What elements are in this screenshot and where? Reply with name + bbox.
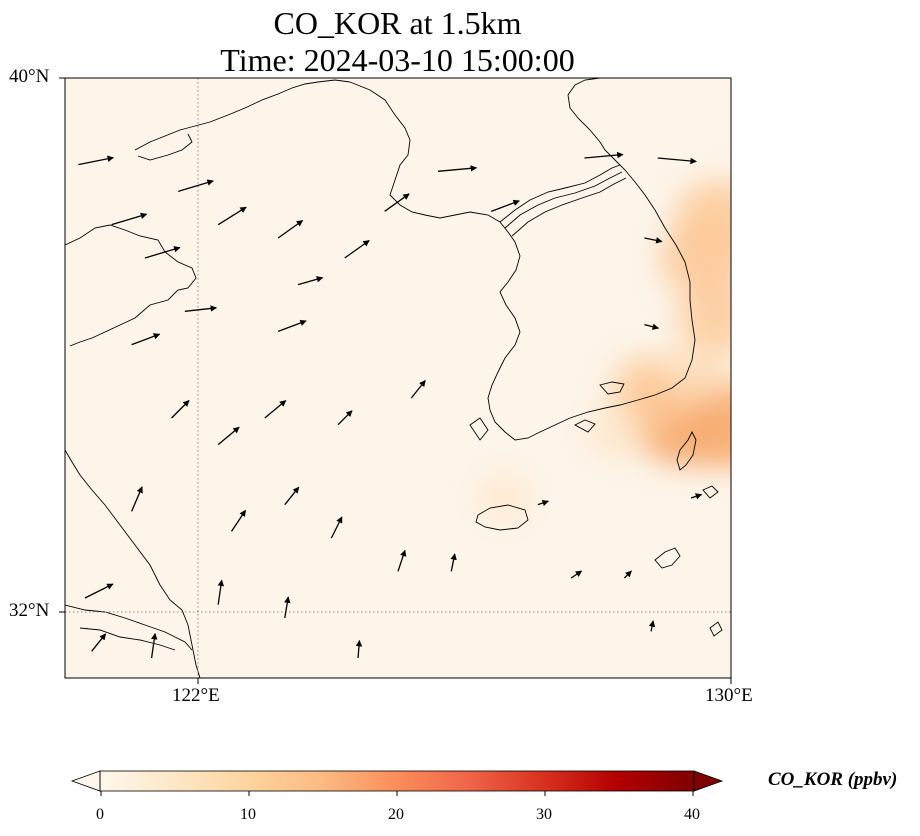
wind-arrow-38	[91, 633, 107, 652]
wind-arrow-19	[217, 426, 240, 446]
wind-arrow-23	[131, 486, 143, 512]
colorbar-tick-10: 10	[240, 806, 256, 823]
wind-arrow-9	[344, 239, 370, 259]
wind-arrow-12	[437, 165, 478, 172]
wind-arrow-26	[330, 516, 343, 539]
plume-cell-3	[662, 339, 731, 404]
wind-arrow-35	[623, 570, 632, 579]
wind-arrow-25	[284, 486, 300, 506]
wind-arrow-6	[131, 333, 161, 346]
map-title: CO_KOR at 1.5km	[273, 5, 522, 41]
colorbar-extend-min	[70, 770, 101, 792]
plume-cell-6	[675, 180, 731, 256]
colorbar-tick-20: 20	[388, 806, 404, 823]
lon-label-130e: 130°E	[705, 685, 753, 706]
wind-arrow-10	[277, 319, 307, 332]
wind-arrow-36	[648, 620, 656, 632]
wind-arrow-22	[410, 379, 426, 399]
wind-arrow-24	[230, 509, 247, 532]
wind-arrow-33	[537, 499, 549, 507]
wind-arrow-27	[397, 549, 407, 572]
lon-label-122e: 122°E	[172, 685, 220, 706]
plume-cell-7	[586, 403, 649, 460]
lat-label-32n: 32°N	[9, 600, 50, 621]
wind-arrow-2	[178, 179, 214, 192]
colorbar-gradient	[100, 771, 694, 791]
colorbar-extend-max	[693, 770, 724, 792]
map-frame	[64, 77, 732, 679]
wind-arrow-3	[217, 206, 247, 226]
colorbar-tick-30: 30	[536, 806, 552, 823]
wind-arrow-34	[570, 570, 583, 579]
wind-arrow-28	[150, 632, 158, 659]
wind-arrow-39	[690, 493, 703, 500]
wind-arrow-11	[384, 193, 410, 212]
axis-ticks	[59, 77, 732, 684]
wind-arrow-30	[284, 596, 291, 619]
wind-arrow-1	[111, 212, 148, 226]
wind-arrow-18	[171, 400, 190, 419]
wind-arrow-17	[644, 323, 660, 330]
colorbar-tick-0: 0	[96, 806, 104, 823]
plume-cell-4	[677, 282, 731, 354]
wind-arrow-13	[491, 199, 520, 212]
colorbar-tick-40: 40	[684, 806, 700, 823]
wind-arrow-29	[217, 579, 225, 605]
wind-arrow-0	[78, 155, 114, 166]
wind-arrow-4	[144, 246, 181, 259]
wind-arrow-37	[84, 583, 114, 599]
plume-cell-8	[477, 473, 532, 523]
wind-arrow-5	[184, 305, 218, 312]
wind-arrow-32	[450, 553, 457, 572]
wind-arrow-14	[584, 151, 624, 159]
wind-arrow-7	[277, 219, 304, 239]
wind-arrow-16	[644, 237, 663, 244]
colorbar	[70, 770, 724, 796]
wind-arrow-15	[657, 157, 697, 165]
wind-arrow-21	[337, 410, 353, 426]
gridlines	[65, 78, 731, 678]
lat-label-40n: 40°N	[9, 66, 50, 87]
map-subtitle-time: Time: 2024-03-10 15:00:00	[220, 42, 575, 78]
colorbar-title: CO_KOR (ppbv)	[768, 769, 898, 790]
wind-vectors	[78, 151, 703, 659]
coastlines	[65, 78, 723, 678]
wind-arrow-8	[297, 276, 324, 286]
wind-arrow-20	[264, 400, 287, 419]
wind-arrow-31	[355, 639, 363, 659]
